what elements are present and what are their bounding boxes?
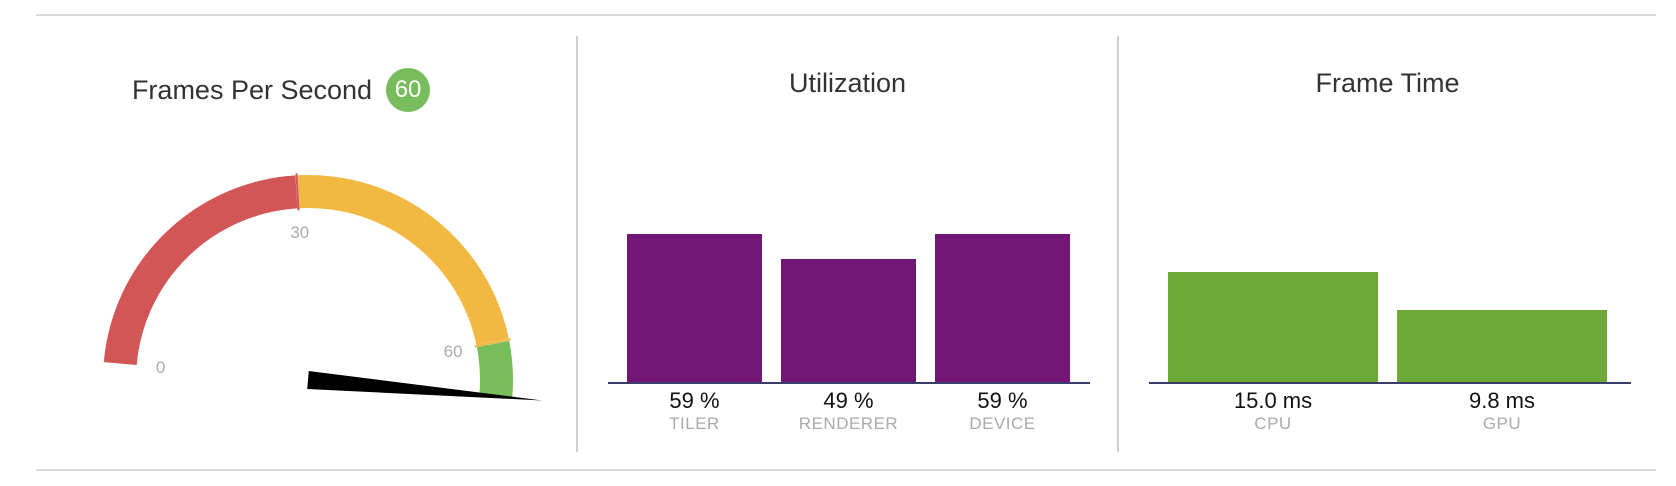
gauge-tick-label-30: 30	[290, 223, 309, 242]
utilization-title: Utilization	[788, 68, 907, 98]
gauge-needle	[307, 371, 543, 401]
utilization-label-tiler: TILER	[669, 414, 720, 433]
frame-time-title: Frame Time	[1315, 68, 1460, 98]
utilization-value-device: 59 %	[977, 388, 1028, 413]
utilization-bar-device	[935, 234, 1070, 382]
frame-time-value-gpu: 9.8 ms	[1468, 388, 1536, 413]
utilization-bar-tiler	[627, 234, 762, 382]
frame-time-value-cpu: 15.0 ms	[1233, 388, 1313, 413]
frame-time-bar-gpu	[1397, 310, 1607, 382]
fps-gauge: 0 30 60	[103, 173, 543, 401]
gauge-zone-60-66	[476, 340, 513, 398]
top-divider	[36, 14, 1656, 16]
panel-separator-2	[1117, 36, 1119, 452]
gauge-zone-0-30	[103, 175, 298, 366]
utilization-value-renderer: 49 %	[823, 388, 874, 413]
panel-separator-1	[576, 36, 578, 452]
fps-panel: Frames Per Second 60	[36, 16, 576, 468]
frame-time-label-gpu: GPU	[1482, 414, 1522, 433]
utilization-label-renderer: RENDERER	[798, 414, 899, 433]
gauge-tick-60	[474, 338, 512, 348]
frame-time-panel: Frame Time	[1119, 16, 1656, 468]
frame-time-baseline	[1149, 382, 1631, 384]
gauge-zone-30-60	[297, 175, 509, 346]
utilization-bar-renderer	[781, 259, 916, 382]
utilization-label-device: DEVICE	[969, 414, 1036, 433]
fps-title: Frames Per Second	[131, 74, 373, 105]
gauge-tick-label-60: 60	[444, 342, 463, 361]
utilization-value-tiler: 59 %	[669, 388, 720, 413]
gauge-tick-label-0: 0	[156, 358, 165, 377]
fps-badge: 60	[386, 68, 431, 112]
utilization-baseline	[608, 382, 1090, 384]
utilization-panel: Utilization	[578, 16, 1117, 468]
frame-time-label-cpu: CPU	[1254, 414, 1292, 433]
gauge-tick-30	[295, 173, 300, 211]
bottom-divider	[36, 469, 1656, 471]
frame-time-bar-cpu	[1168, 272, 1378, 382]
